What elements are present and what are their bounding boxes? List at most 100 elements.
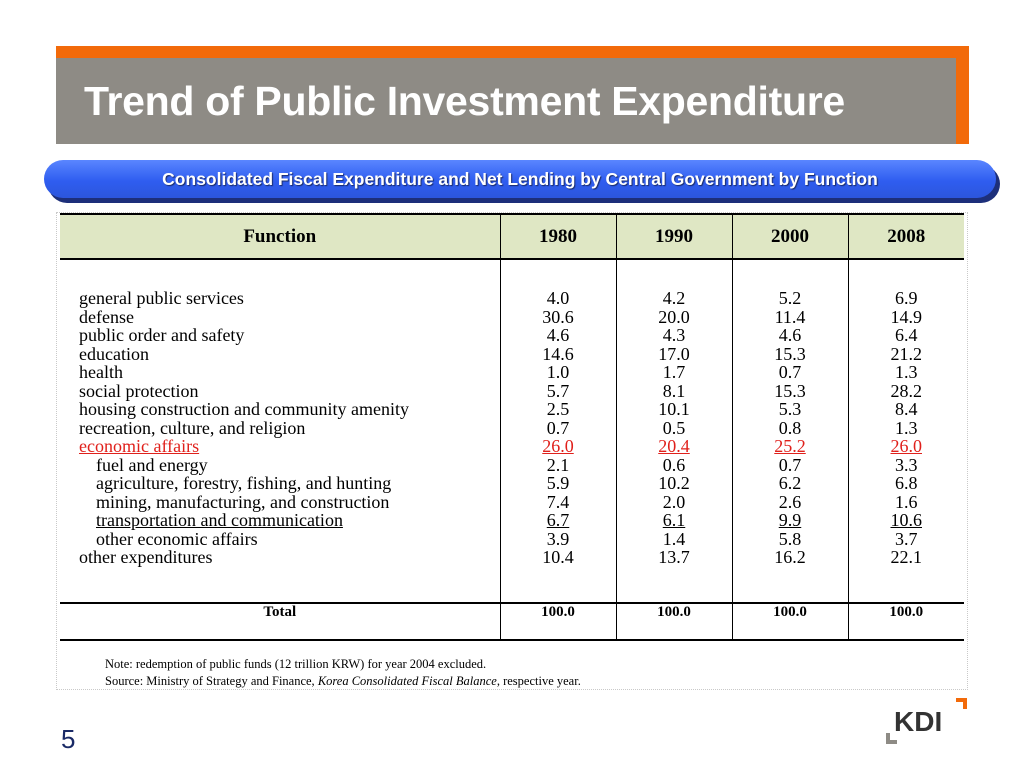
cell-value: 15.3 xyxy=(774,380,806,401)
cell-value: 15.3 xyxy=(774,343,806,364)
header-function: Function xyxy=(60,213,500,260)
cell-value-highlight: 25.2 xyxy=(774,436,806,456)
cell-value: 1.3 xyxy=(895,417,918,438)
cell-value-underlined: 6.7 xyxy=(546,510,570,530)
row-label: education xyxy=(79,343,149,364)
row-label: agriculture, forestry, fishing, and hunt… xyxy=(96,473,392,493)
source-suffix: , respective year. xyxy=(496,674,581,688)
cell-value: 3.7 xyxy=(895,528,918,549)
cell-value: 0.7 xyxy=(778,362,802,382)
row-label: fuel and energy xyxy=(96,454,208,475)
cell-value: 13.7 xyxy=(658,547,690,567)
row-label: recreation, culture, and religion xyxy=(79,417,306,438)
row-label: other economic affairs xyxy=(96,528,258,549)
header-2000: 2000 xyxy=(731,213,848,260)
title-banner: Trend of Public Investment Expenditure xyxy=(56,58,956,144)
cell-value-highlight: 26.0 xyxy=(890,436,923,456)
cell-value: 1.7 xyxy=(662,362,686,382)
row-label: mining, manufacturing, and construction xyxy=(96,491,390,512)
cell-value: 5.8 xyxy=(778,528,802,549)
cell-value: 14.9 xyxy=(890,306,923,327)
cell-value: 11.4 xyxy=(774,306,806,327)
header-1980: 1980 xyxy=(499,213,616,260)
cell-value: 4.2 xyxy=(662,288,686,308)
cell-value: 5.2 xyxy=(778,288,802,308)
column-1990: 4.2 20.0 4.3 17.0 1.7 8.1 10.1 0.5 20.4 … xyxy=(615,259,732,604)
table-body-row: general public services defense public o… xyxy=(60,259,964,604)
subtitle-banner: Consolidated Fiscal Expenditure and Net … xyxy=(44,160,996,198)
table-subtitle: Consolidated Fiscal Expenditure and Net … xyxy=(162,168,878,189)
cell-value: 2.5 xyxy=(546,399,570,419)
cell-value: 5.7 xyxy=(546,380,570,401)
cell-value: 8.4 xyxy=(895,399,918,419)
cell-value: 28.2 xyxy=(890,380,923,401)
header-1990: 1990 xyxy=(615,213,732,260)
cell-value: 6.8 xyxy=(895,473,918,493)
cell-value: 22.1 xyxy=(890,547,923,567)
total-row: Total 100.0 100.0 100.0 100.0 xyxy=(60,603,964,641)
cell-value: 2.1 xyxy=(546,454,570,475)
source-prefix: Source: Ministry of Strategy and Finance… xyxy=(105,674,318,688)
row-label: other expenditures xyxy=(79,547,213,567)
logo-text: KDI xyxy=(894,706,942,737)
row-label-transportation: transportation and communication xyxy=(96,510,343,530)
cell-value: 0.8 xyxy=(778,417,802,438)
cell-value: 6.4 xyxy=(895,325,918,345)
row-label: housing construction and community ameni… xyxy=(79,399,409,419)
table-frame xyxy=(56,212,968,690)
cell-value: 2.0 xyxy=(662,491,686,512)
column-1980: 4.0 30.6 4.6 14.6 1.0 5.7 2.5 0.7 26.0 2… xyxy=(499,259,616,604)
cell-value: 14.6 xyxy=(542,343,574,364)
source-title: Korea Consolidated Fiscal Balance xyxy=(317,674,497,688)
cell-value: 0.7 xyxy=(546,417,570,438)
cell-value: 0.6 xyxy=(662,454,686,475)
cell-value: 1.3 xyxy=(895,362,918,382)
total-1990: 100.0 xyxy=(615,603,732,641)
cell-value: 20.0 xyxy=(658,306,690,327)
cell-value: 5.9 xyxy=(546,473,570,493)
cell-value: 6.9 xyxy=(895,288,918,308)
cell-value: 6.2 xyxy=(778,473,802,493)
column-2000: 5.2 11.4 4.6 15.3 0.7 15.3 5.3 0.8 25.2 … xyxy=(731,259,848,604)
row-label: general public services xyxy=(79,288,244,308)
header-2008: 2008 xyxy=(847,213,964,260)
table-header-row: Function 1980 1990 2000 2008 xyxy=(60,213,964,260)
page-number: 5 xyxy=(61,724,76,754)
cell-value: 5.3 xyxy=(778,399,802,419)
cell-value: 10.2 xyxy=(658,473,690,493)
row-label: health xyxy=(79,362,123,382)
cell-value: 17.0 xyxy=(658,343,690,364)
cell-value: 2.6 xyxy=(778,491,802,512)
cell-value: 4.6 xyxy=(778,325,802,345)
cell-value: 4.6 xyxy=(546,325,570,345)
cell-value: 1.4 xyxy=(662,528,686,549)
cell-value: 0.5 xyxy=(662,417,686,438)
cell-value: 4.3 xyxy=(662,325,686,345)
cell-value-highlight: 20.4 xyxy=(658,436,690,456)
total-1980: 100.0 xyxy=(499,603,616,641)
cell-value: 21.2 xyxy=(890,343,923,364)
cell-value-underlined: 9.9 xyxy=(778,510,802,530)
cell-value: 16.2 xyxy=(774,547,806,567)
cell-value-underlined: 6.1 xyxy=(662,510,686,530)
table-notes: Note: redemption of public funds (12 tri… xyxy=(105,656,581,690)
function-column: general public services defense public o… xyxy=(60,259,500,604)
cell-value: 10.4 xyxy=(542,547,574,567)
cell-value: 0.7 xyxy=(778,454,802,475)
total-2000: 100.0 xyxy=(731,603,848,641)
row-label-economic-affairs: economic affairs xyxy=(79,436,200,456)
row-label: social protection xyxy=(79,380,199,401)
row-label: public order and safety xyxy=(79,325,245,345)
kdi-logo: KDI xyxy=(886,698,967,744)
cell-value: 7.4 xyxy=(546,491,570,512)
cell-value: 30.6 xyxy=(542,306,574,327)
expenditure-table: Function 1980 1990 2000 2008 general pub… xyxy=(60,213,964,641)
total-2008: 100.0 xyxy=(847,603,964,641)
cell-value: 10.1 xyxy=(658,399,690,419)
cell-value: 4.0 xyxy=(546,288,570,308)
source-line: Source: Ministry of Strategy and Finance… xyxy=(105,673,581,690)
column-2008: 6.9 14.9 6.4 21.2 1.3 28.2 8.4 1.3 26.0 … xyxy=(847,259,964,604)
cell-value-highlight: 26.0 xyxy=(542,436,574,456)
cell-value: 1.0 xyxy=(546,362,570,382)
cell-value-underlined: 10.6 xyxy=(890,510,923,530)
